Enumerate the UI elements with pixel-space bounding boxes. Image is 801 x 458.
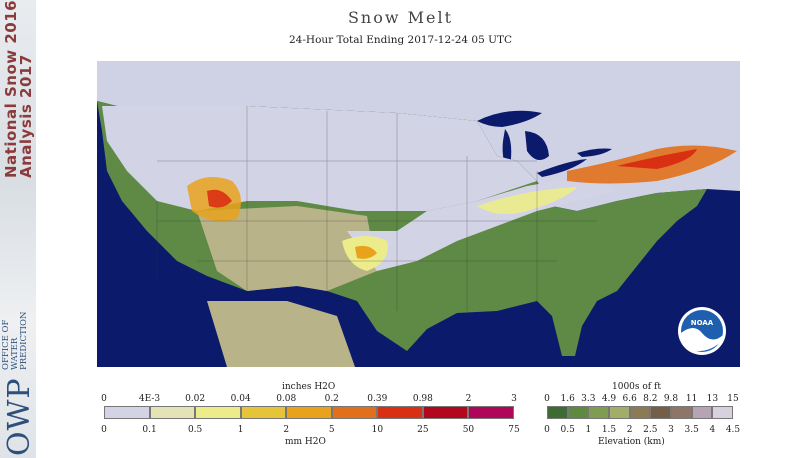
legend-swatch — [650, 406, 671, 419]
legend-swatch — [195, 406, 241, 419]
legend-tick-label: 3.5 — [684, 425, 699, 435]
legend-tick-label: 2 — [626, 425, 633, 435]
great-lake-ontario — [577, 148, 612, 157]
legend-tick-label: 4E-3 — [138, 394, 161, 404]
legend-swatch — [712, 406, 733, 419]
legend-tick-label: 9.8 — [663, 394, 679, 404]
legend-tick-label: 3 — [668, 425, 674, 435]
brand-line-2: Analysis 2017 — [17, 54, 35, 178]
elevation-legend-top-unit: 1000s of ft — [612, 382, 661, 392]
legend-tick-label: 4.5 — [725, 425, 741, 435]
melt-legend-top-unit: inches H2O — [282, 382, 336, 392]
state-borders — [156, 106, 597, 311]
legend-tick-label: 0.39 — [367, 394, 388, 404]
elevation-legend-bottom-unit: Elevation (km) — [598, 437, 665, 447]
snow-melt-map: NOAA — [97, 61, 740, 367]
legend-tick-label: 6.6 — [622, 394, 637, 404]
legend-swatch — [691, 406, 713, 419]
southwest-dry — [197, 206, 377, 291]
great-lake-superior — [477, 110, 542, 127]
legend-tick-label: 0.02 — [185, 394, 206, 404]
legend-tick-label: 0.04 — [230, 394, 251, 404]
legend-tick-label: 25 — [417, 425, 429, 435]
legend-swatch — [240, 406, 287, 419]
legend-tick-label: 0 — [101, 394, 107, 404]
legend-swatch — [377, 406, 423, 419]
legend-swatch — [286, 406, 332, 419]
legend-swatch — [588, 406, 609, 419]
melt-legend-bottom-unit: mm H2O — [285, 437, 326, 447]
legend-tick-label: 13 — [706, 394, 719, 404]
legend-tick-label: 5 — [328, 425, 335, 435]
legend-tick-label: 50 — [462, 425, 475, 435]
legend-swatch — [104, 406, 150, 419]
legend-swatch — [422, 406, 469, 419]
mexico-land — [207, 301, 355, 367]
owp-logo: OWP — [2, 377, 37, 456]
legend-tick-label: 8.2 — [643, 394, 658, 404]
legend-tick-label: 75 — [508, 425, 520, 435]
legend-tick-label: 3.3 — [581, 394, 596, 404]
legend-swatch — [331, 406, 378, 419]
sidebar-banner: National Snow 2016- Analysis 2017 OFFICE… — [0, 0, 37, 458]
legend-tick-label: 0.5 — [187, 425, 203, 435]
org-name: OFFICE OF WATER PREDICTION — [1, 260, 29, 370]
melt-patch-ohio — [477, 187, 577, 215]
legend-tick-label: 1 — [237, 425, 244, 435]
legend-tick-label: 2.5 — [643, 425, 658, 435]
noaa-logo: NOAA — [678, 307, 726, 355]
legend-tick-label: 11 — [685, 394, 698, 404]
legend-swatch — [149, 406, 196, 419]
legend-tick-label: 0.08 — [276, 394, 297, 404]
melt-patch-rockies-core — [207, 189, 232, 208]
legend-tick-label: 4.9 — [601, 394, 617, 404]
legend-tick-label: 0.2 — [324, 394, 339, 404]
legend-tick-label: 1.6 — [560, 394, 575, 404]
melt-patch-plains-core — [355, 245, 377, 259]
legend-tick-label: 10 — [371, 425, 384, 435]
great-lake-huron — [525, 131, 549, 160]
melt-patch-northeast-core — [617, 149, 697, 169]
great-lake-erie — [537, 159, 587, 177]
legend-tick-label: 0.5 — [560, 425, 575, 435]
legend-tick-label: 15 — [727, 394, 739, 404]
map-title: Snow Melt — [347, 8, 454, 27]
legend-swatch — [547, 406, 568, 419]
noaa-logo-text: NOAA — [691, 319, 714, 327]
legend-swatch — [671, 406, 692, 419]
legend-tick-label: 3 — [511, 394, 517, 404]
legend-swatch — [609, 406, 630, 419]
legend-tick-label: 0.98 — [412, 394, 433, 404]
legend-tick-label: 1.5 — [601, 425, 617, 435]
legend-tick-label: 2 — [283, 425, 290, 435]
legend-tick-label: 2 — [465, 394, 472, 404]
legend-swatch — [567, 406, 589, 419]
legend-swatch — [629, 406, 651, 419]
legend-tick-label: 1 — [585, 425, 592, 435]
legend-tick-label: 0 — [544, 425, 550, 435]
northern-snow — [102, 106, 537, 211]
legend-tick-label: 0.1 — [142, 425, 157, 435]
legend-swatch — [468, 406, 514, 419]
legend-tick-label: 4 — [709, 425, 716, 435]
legend-tick-label: 0 — [544, 394, 550, 404]
org-name-line: PREDICTION — [19, 311, 29, 370]
map-subtitle: 24-Hour Total Ending 2017-12-24 05 UTC — [289, 34, 512, 46]
legend-tick-label: 0 — [101, 425, 107, 435]
